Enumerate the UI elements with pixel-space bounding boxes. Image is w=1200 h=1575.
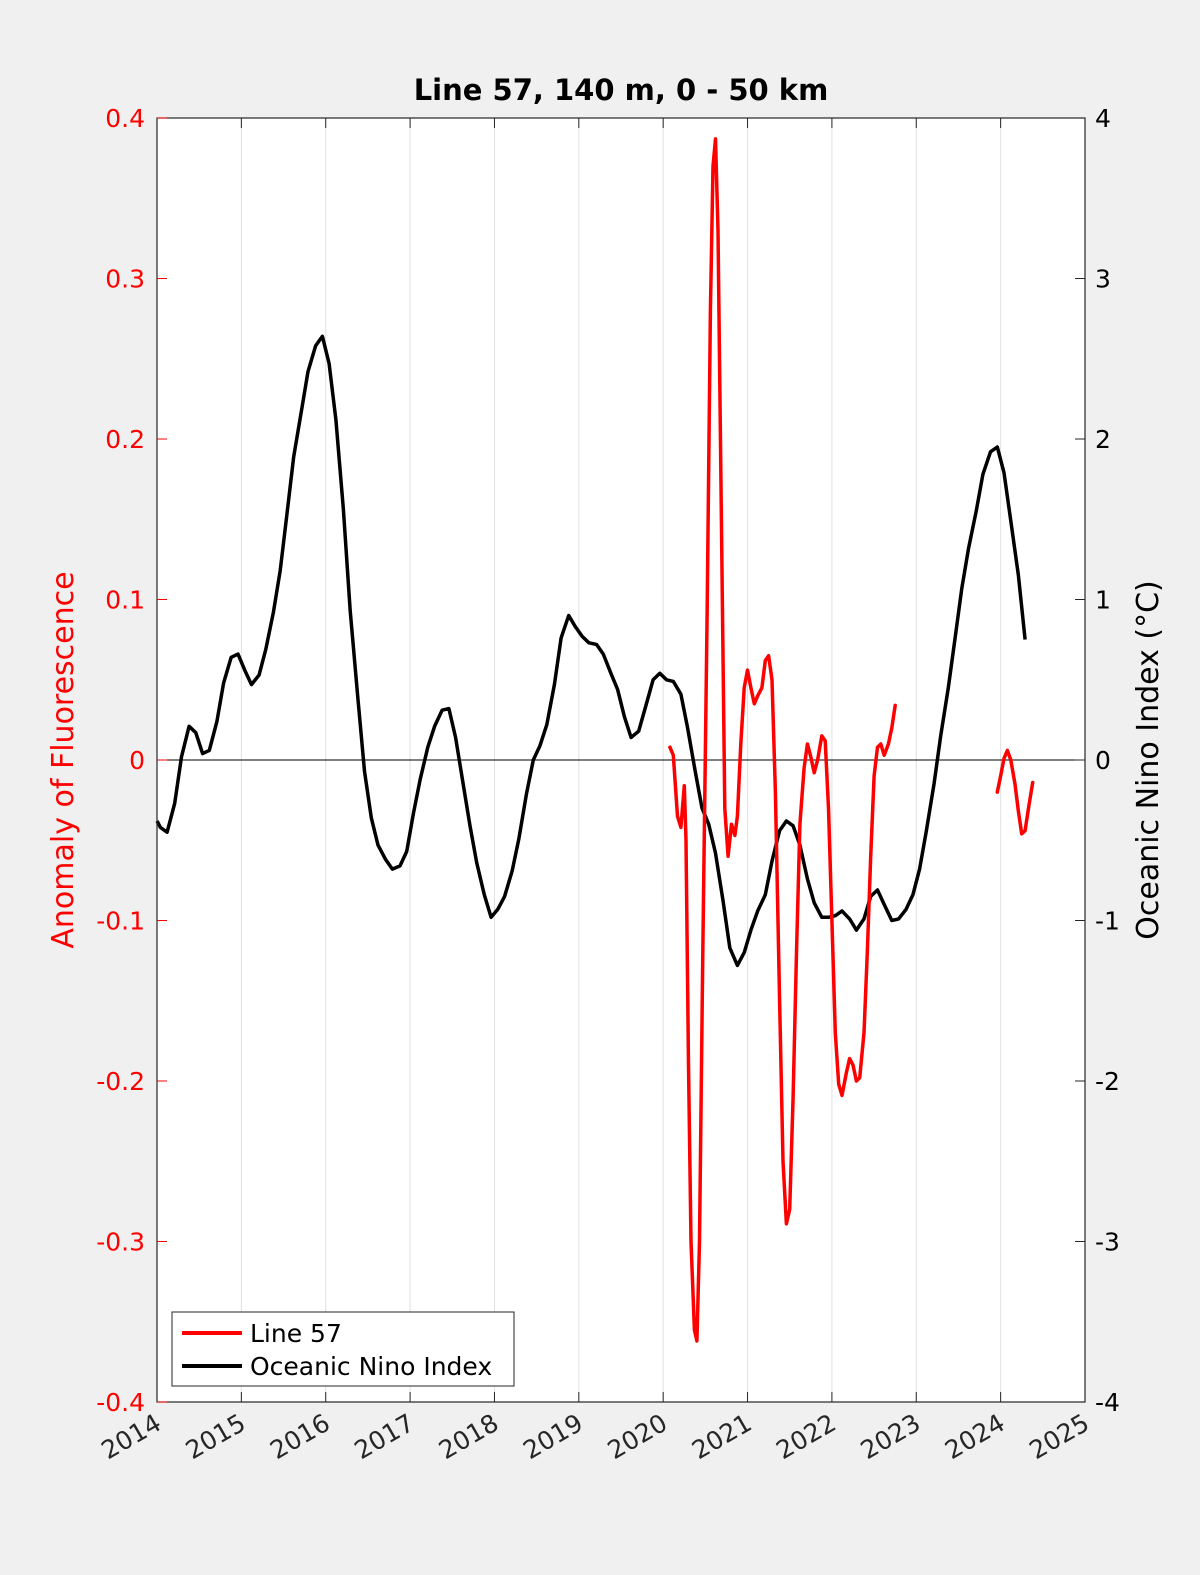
- ticks: [156, 117, 1086, 1403]
- y-right-tick-label: 1: [1095, 586, 1111, 615]
- x-tick-label: 2019: [518, 1408, 588, 1465]
- y-right-tick-label: 0: [1095, 746, 1111, 775]
- legend-box: [171, 1311, 515, 1387]
- x-tick-label: 2015: [181, 1408, 251, 1465]
- series-layer: [155, 137, 1035, 1343]
- legend-label-oni: Oceanic Nino Index: [250, 1352, 492, 1381]
- y-left-tick-label: -0.3: [96, 1228, 145, 1257]
- y-axis-left-title: Anomaly of Fluorescence: [46, 571, 81, 948]
- series-line-line57-segment-2: [995, 748, 1035, 836]
- x-tick-label: 2022: [771, 1408, 841, 1465]
- y-left-tick-label: 0.3: [105, 265, 145, 294]
- chart-title: Line 57, 140 m, 0 - 50 km: [414, 73, 829, 107]
- y-left-tick-label: 0: [129, 746, 145, 775]
- y-left-tick-label: 0.4: [105, 104, 145, 133]
- legend-label-line57: Line 57: [250, 1319, 342, 1348]
- y-right-tick-label: 4: [1095, 104, 1111, 133]
- x-tick-label: 2025: [1024, 1408, 1094, 1465]
- x-tick-label: 2024: [940, 1408, 1010, 1465]
- y-right-tick-label: 2: [1095, 425, 1111, 454]
- tick-labels: 2 0 1 4 2015 2016 2017 2018 2019 2020 2021 2022 2023…: [96, 104, 1120, 1465]
- y-right-tick-label: -2: [1095, 1067, 1120, 1096]
- y-left-tick-label: 0.1: [105, 586, 145, 615]
- x-tick-label: 2018: [434, 1408, 504, 1465]
- x-tick-label: 2023: [856, 1408, 926, 1465]
- y-right-tick-label: -3: [1095, 1228, 1120, 1257]
- y-left-tick-label: 0.2: [105, 425, 145, 454]
- x-tick-label: 2017: [349, 1408, 419, 1465]
- series-line-line57-segment-1: [668, 137, 897, 1343]
- y-left-tick-label: -0.1: [96, 907, 145, 936]
- x-tick-label: 2016: [265, 1408, 335, 1465]
- x-tick-label: 2021: [687, 1408, 757, 1465]
- series-line-oceanic-nino-index: [155, 334, 1027, 968]
- x-tick-label: 2020: [603, 1408, 673, 1465]
- y-right-tick-label: 3: [1095, 265, 1111, 294]
- y-right-tick-label: -1: [1095, 907, 1120, 936]
- legend: Line 57 Oceanic Nino Index: [171, 1311, 515, 1387]
- y-left-tick-label: -0.4: [96, 1388, 145, 1417]
- y-axis-right-title: Oceanic Nino Index (°C): [1131, 580, 1166, 940]
- y-right-tick-label: -4: [1095, 1388, 1120, 1417]
- y-left-tick-label: -0.2: [96, 1067, 145, 1096]
